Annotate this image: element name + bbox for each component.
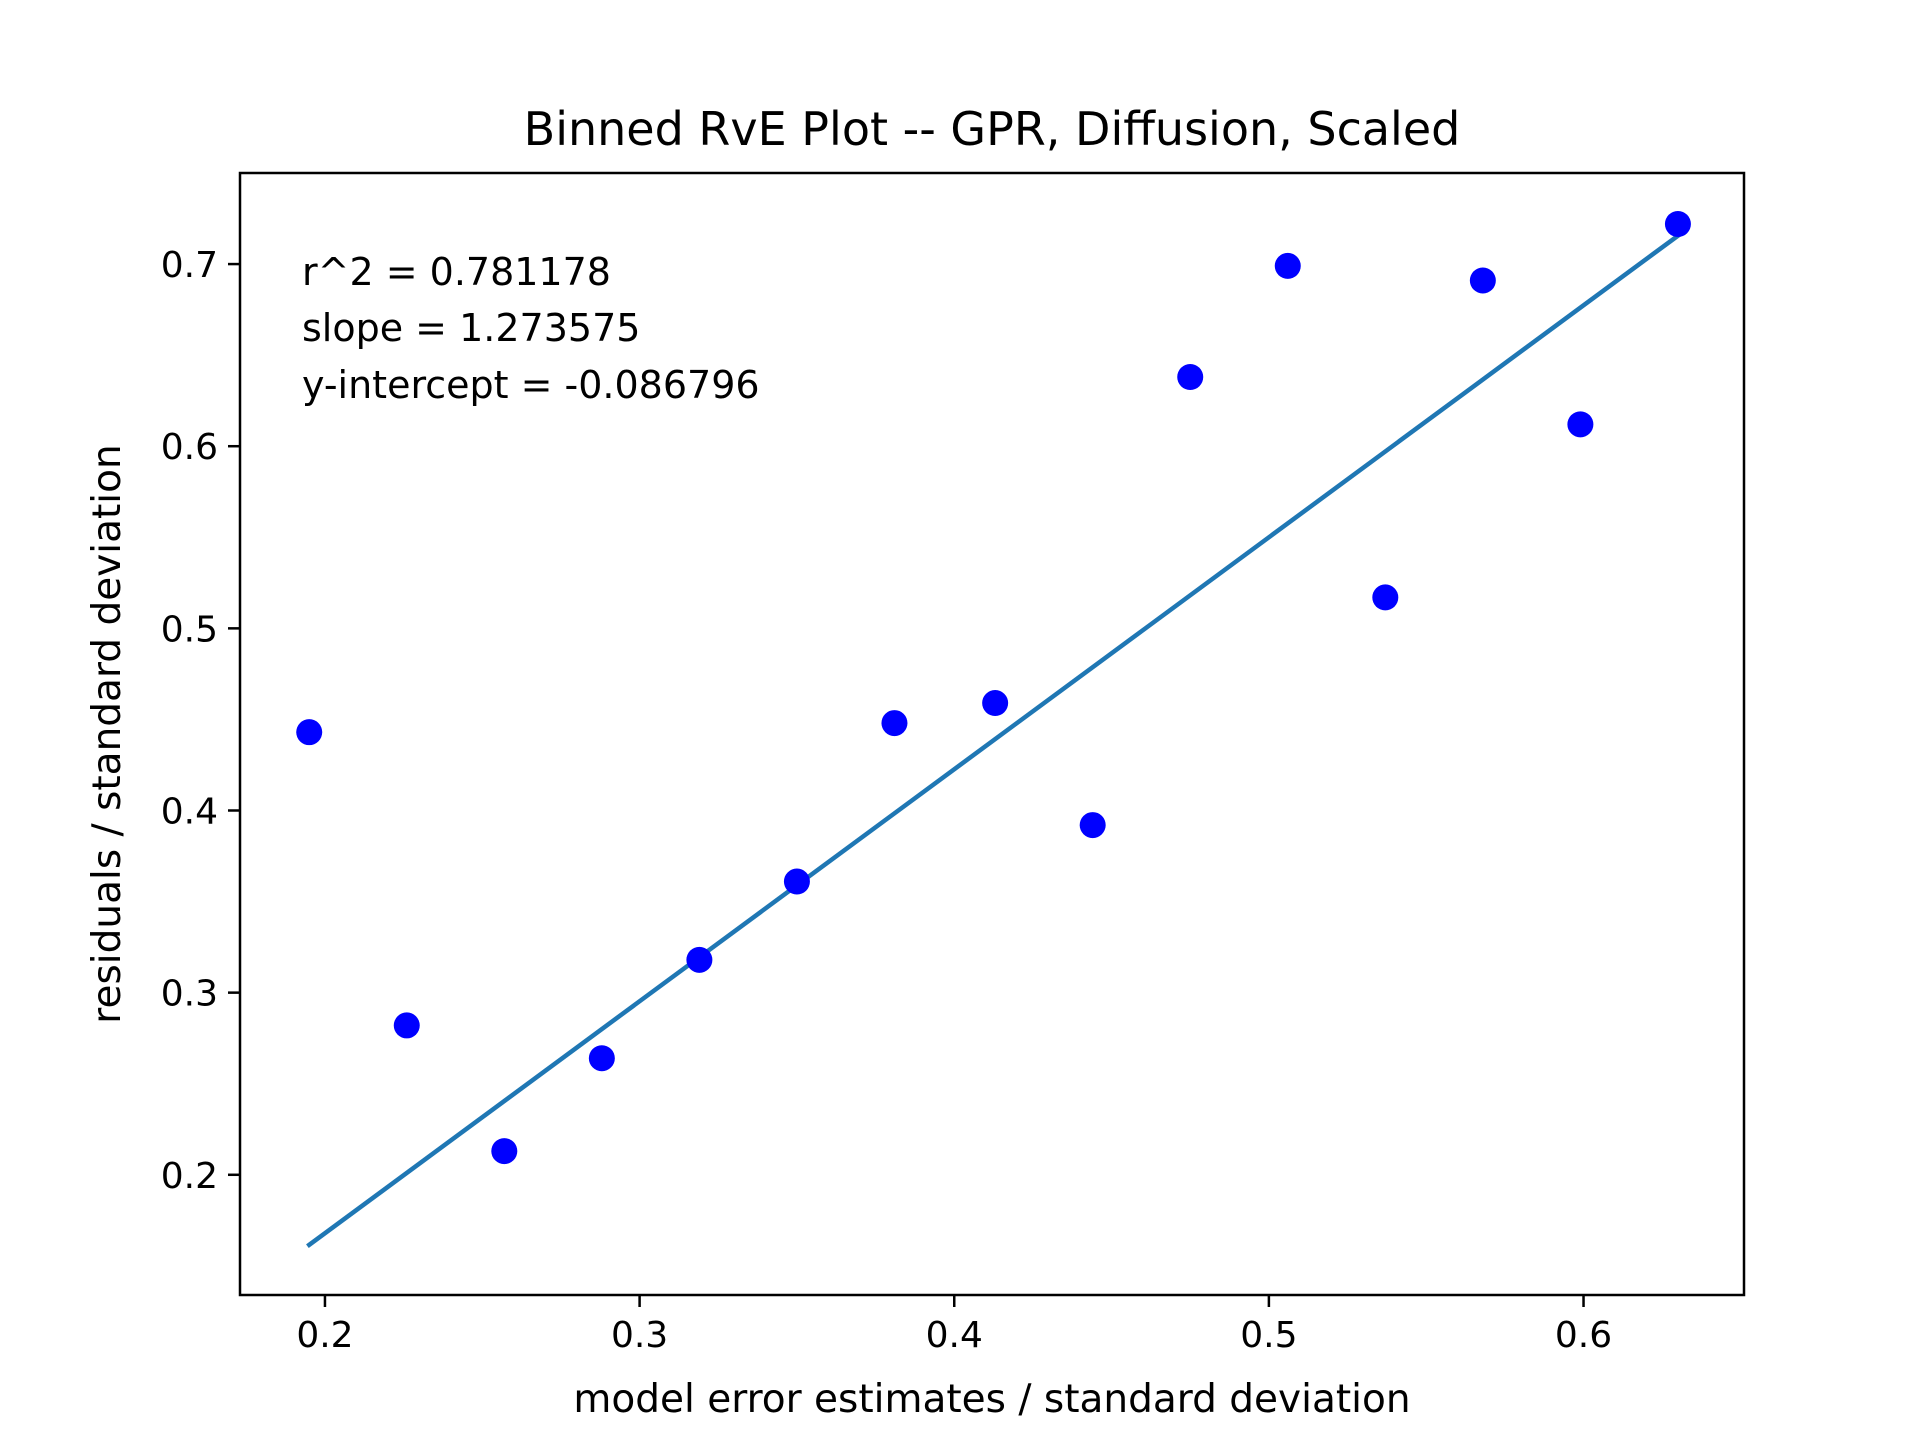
data-point <box>393 1012 420 1039</box>
x-tick-label: 0.5 <box>1240 1315 1297 1356</box>
y-tick-label: 0.5 <box>161 609 218 650</box>
y-axis-ticks: 0.2 0.3 0.4 0.5 0.6 0.7 <box>161 245 240 1197</box>
y-tick-label: 0.2 <box>161 1156 218 1197</box>
x-tick-label: 0.3 <box>611 1315 668 1356</box>
x-tick-label: 0.2 <box>296 1315 353 1356</box>
chart-title: Binned RvE Plot -- GPR, Diffusion, Scale… <box>524 102 1461 156</box>
data-point <box>1469 267 1496 294</box>
y-tick-label: 0.6 <box>161 427 218 468</box>
fit-line <box>306 232 1682 1248</box>
data-point <box>296 719 323 746</box>
data-point <box>588 1045 615 1072</box>
data-point <box>1372 584 1399 611</box>
data-point <box>1274 252 1301 279</box>
y-tick-label: 0.4 <box>161 792 218 833</box>
x-tick-label: 0.4 <box>926 1315 983 1356</box>
data-point <box>686 946 713 973</box>
data-point <box>881 710 908 737</box>
data-point <box>1177 364 1204 390</box>
annotation-intercept: y-intercept = -0.086796 <box>302 363 760 407</box>
annotation-slope: slope = 1.273575 <box>302 306 640 350</box>
data-point <box>1567 411 1594 438</box>
fit-line-group <box>306 232 1682 1248</box>
y-tick-label: 0.7 <box>161 245 218 286</box>
x-axis-label: model error estimates / standard deviati… <box>573 1377 1410 1422</box>
data-point <box>491 1138 518 1165</box>
x-axis-ticks: 0.2 0.3 0.4 0.5 0.6 <box>296 1295 1612 1356</box>
plot-frame <box>238 171 1746 1297</box>
annotation-r2: r^2 = 0.781178 <box>302 250 611 294</box>
data-point <box>783 868 810 895</box>
scatter-points <box>296 211 1691 1165</box>
y-axis-label: residuals / standard deviation <box>85 444 130 1023</box>
x-tick-label: 0.6 <box>1555 1315 1612 1356</box>
data-point <box>1079 812 1106 839</box>
data-point <box>1664 211 1691 237</box>
y-tick-label: 0.3 <box>161 974 218 1015</box>
data-point <box>982 690 1009 717</box>
